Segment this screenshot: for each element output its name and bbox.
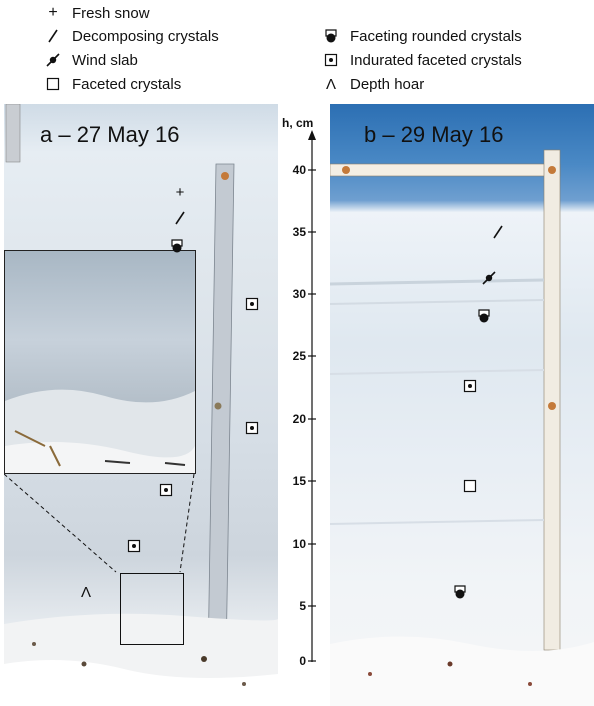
indurated-marker <box>244 296 260 312</box>
tick-label: 30 <box>292 287 306 301</box>
panel-a-label: a – 27 May 16 <box>40 122 180 147</box>
legend-label: Indurated faceted crystals <box>350 51 522 69</box>
caret-icon: Λ <box>325 75 337 93</box>
decomposing-marker <box>490 224 506 240</box>
tick-label: 35 <box>292 225 306 239</box>
tick-label: 5 <box>299 599 306 613</box>
tick-label: 25 <box>292 349 306 363</box>
indurated-marker <box>462 378 478 394</box>
indurated-marker <box>158 482 174 498</box>
photo-b-texture <box>330 149 594 706</box>
decomposing-marker <box>172 210 188 226</box>
legend-item-wind-slab: Wind slab <box>44 50 138 70</box>
inset-texture <box>5 389 195 473</box>
indurated-marker <box>244 420 260 436</box>
magnified-inset <box>4 250 196 474</box>
legend-item-fresh-snow: + Fresh snow <box>44 3 150 23</box>
tick-label: 10 <box>292 537 306 551</box>
legend-label: Fresh snow <box>72 4 150 22</box>
tick-label: 0 <box>299 654 306 668</box>
legend-label: Wind slab <box>72 51 138 69</box>
wind-slab-icon <box>44 51 62 69</box>
zoom-area-box <box>120 573 184 645</box>
panel-b-label: b – 29 May 16 <box>364 122 504 147</box>
legend-item-depth-hoar: Λ Depth hoar <box>322 74 424 94</box>
legend-item-faceted: Faceted crystals <box>44 74 181 94</box>
legend-item-decomposing: Decomposing crystals <box>44 26 219 46</box>
tick-label: 15 <box>292 474 306 488</box>
faceted-marker <box>462 478 478 494</box>
tick-label: 40 <box>292 163 306 177</box>
plus-icon: + <box>48 4 58 21</box>
legend-item-faceting-rounded: Faceting rounded crystals <box>322 26 522 46</box>
indurated-marker <box>126 538 142 554</box>
snow-profile-photo-a: a – 27 May 16 + Λ <box>4 104 278 706</box>
tick-label: 20 <box>292 412 306 426</box>
dotted-square-icon <box>322 51 340 69</box>
height-axis: h, cm 40 35 30 25 20 15 10 5 0 <box>278 104 330 706</box>
fresh-snow-marker: + <box>175 183 185 201</box>
faceting-rounded-marker <box>476 308 492 324</box>
snow-profile-photo-b: b – 29 May 16 <box>330 104 594 706</box>
faceting-rounded-icon <box>322 27 340 45</box>
photo-a-texture <box>4 104 278 706</box>
legend-label: Decomposing crystals <box>72 27 219 45</box>
faceting-rounded-marker <box>169 238 185 254</box>
axis-line <box>308 130 316 662</box>
wind-slab-marker <box>481 270 497 286</box>
legend-label: Depth hoar <box>350 75 425 93</box>
legend-item-indurated: Indurated faceted crystals <box>322 50 522 70</box>
open-square-icon <box>44 75 62 93</box>
faceting-rounded-marker <box>452 584 468 600</box>
slash-icon <box>44 27 62 45</box>
legend-label: Faceting rounded crystals <box>350 27 522 45</box>
depth-hoar-marker: Λ <box>80 583 92 601</box>
legend-label: Faceted crystals <box>72 75 182 93</box>
legend: + Fresh snow Decomposing crystals Wind s… <box>0 0 594 100</box>
axis-title: h, cm <box>282 116 314 130</box>
